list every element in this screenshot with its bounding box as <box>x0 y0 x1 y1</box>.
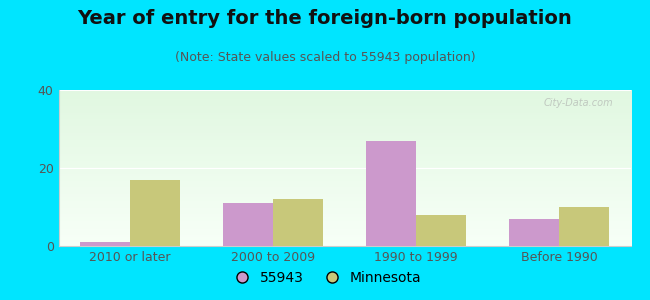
Text: City-Data.com: City-Data.com <box>543 98 614 108</box>
Bar <box>509 219 559 246</box>
Bar <box>223 203 273 246</box>
Bar <box>80 242 130 246</box>
Bar <box>130 180 180 246</box>
Bar <box>416 215 466 246</box>
Text: (Note: State values scaled to 55943 population): (Note: State values scaled to 55943 popu… <box>175 51 475 64</box>
Text: Year of entry for the foreign-born population: Year of entry for the foreign-born popul… <box>77 9 573 28</box>
Bar <box>559 207 609 246</box>
Bar <box>366 141 416 246</box>
Legend: 55943, Minnesota: 55943, Minnesota <box>223 265 427 290</box>
Bar <box>273 199 323 246</box>
